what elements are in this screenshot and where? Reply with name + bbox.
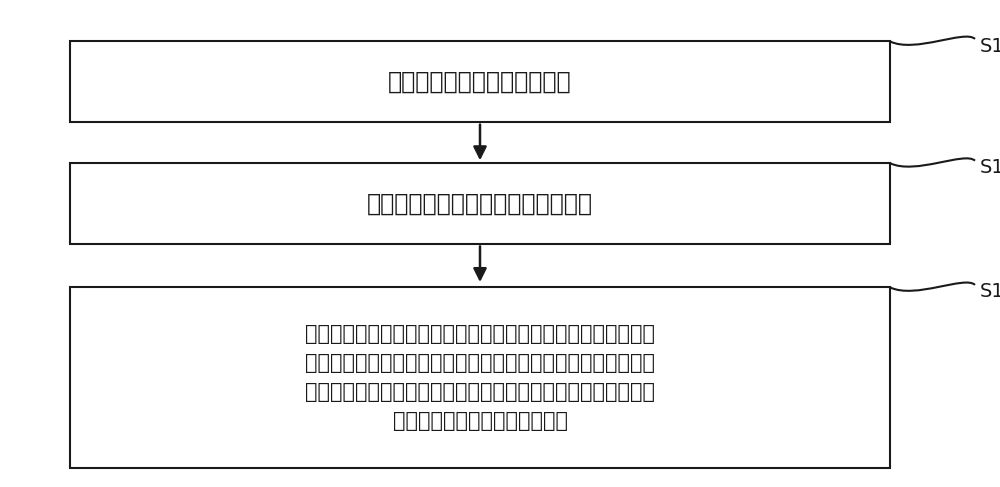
Text: 读取所述锂离子电池的端电压: 读取所述锂离子电池的端电压: [388, 70, 572, 94]
Text: S1021: S1021: [980, 37, 1000, 56]
FancyBboxPatch shape: [70, 41, 890, 122]
Text: 基于所述锂离子电池的一阶等效电路模型根据第一预设算法对所
述端电压进行计算，实时获取所述锂离子电池的欧姆电阻、极化
内阻、极化电容及开路电压；其中，第一预设算法: 基于所述锂离子电池的一阶等效电路模型根据第一预设算法对所 述端电压进行计算，实时…: [305, 324, 655, 431]
FancyBboxPatch shape: [70, 287, 890, 468]
Text: S1023: S1023: [980, 282, 1000, 301]
Text: S1022: S1022: [980, 158, 1000, 177]
Text: 建立锂离子电池的一阶等效电路模型: 建立锂离子电池的一阶等效电路模型: [367, 191, 593, 215]
FancyBboxPatch shape: [70, 163, 890, 244]
